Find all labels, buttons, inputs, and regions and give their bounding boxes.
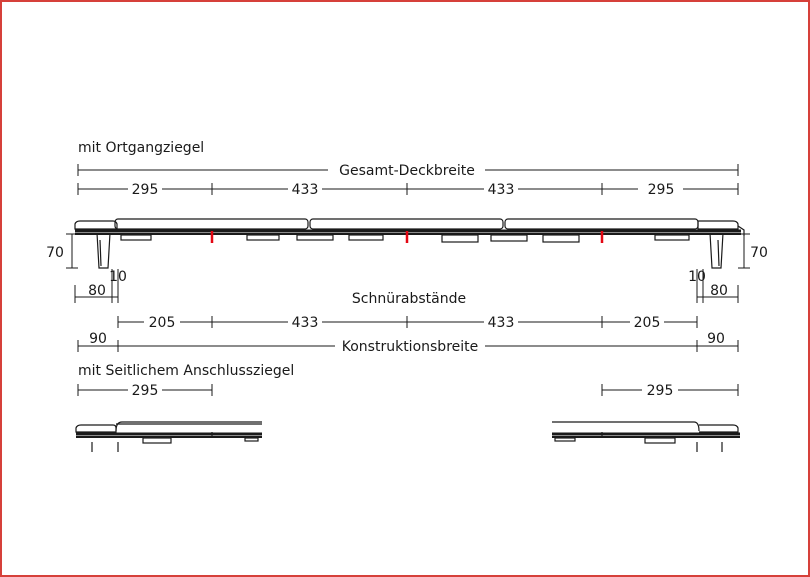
- section1-title: mit Ortgangziegel: [78, 140, 204, 156]
- string-spacing-3: 433: [488, 315, 515, 331]
- string-line-markers: [210, 231, 604, 243]
- string-spacing-1: 205: [149, 315, 176, 331]
- side-width-dimension-right: [601, 384, 739, 396]
- side-tile-section-left: [75, 421, 262, 452]
- side-width-left: 295: [132, 383, 159, 399]
- side-width-dimension-left: [77, 384, 213, 396]
- deck-width-3: 433: [488, 182, 515, 198]
- height-dimension-right: [738, 233, 750, 269]
- side-tile-section-right: [552, 421, 740, 452]
- overhang-dimension-left: [74, 269, 119, 303]
- tile-cross-section: [74, 218, 745, 269]
- section2-title: mit Seitlichem Anschlussziegel: [78, 363, 294, 379]
- height-dimension-left: [66, 233, 78, 269]
- deck-width-4: 295: [648, 182, 675, 198]
- end-label-right: 90: [707, 331, 725, 347]
- overhang-dimension-right: [696, 269, 739, 303]
- string-spacing-4: 205: [634, 315, 661, 331]
- end-label-left: 90: [89, 331, 107, 347]
- construction-width-label: Konstruktionsbreite: [342, 339, 479, 355]
- height-label-right: 70: [750, 245, 768, 261]
- string-spacing-2: 433: [292, 315, 319, 331]
- deck-width-1: 295: [132, 182, 159, 198]
- height-label-left: 70: [46, 245, 64, 261]
- overhang-label-right: 80: [710, 283, 728, 299]
- overall-width-label: Gesamt-Deckbreite: [339, 163, 475, 179]
- string-spacing-title: Schnürabstände: [352, 291, 466, 307]
- side-width-right: 295: [647, 383, 674, 399]
- deck-widths-dimension: [77, 183, 739, 195]
- overhang-label-left: 80: [88, 283, 106, 299]
- deck-width-2: 433: [292, 182, 319, 198]
- construction-width-dimension: [77, 340, 739, 352]
- string-spacing-dimension: [117, 316, 698, 328]
- overall-width-dimension: [77, 164, 739, 176]
